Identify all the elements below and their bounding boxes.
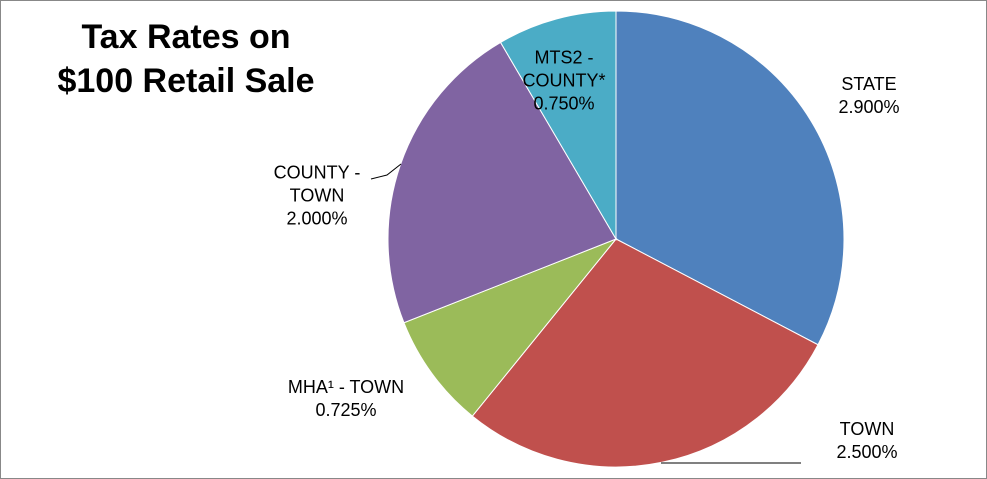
category-label: MTS2 - COUNTY* [522,47,606,91]
value-label: 2.000% [286,208,348,229]
slice-label: STATE 2.900% [814,73,924,119]
slice-label: MHA¹ - TOWN 0.725% [271,376,421,422]
value-label: 2.500% [836,442,898,462]
chart-title: Tax Rates on $100 Retail Sale [57,18,315,100]
slice-label: MTS2 - COUNTY* 0.750% [509,47,619,116]
slice-label: TOWN 2.500% [812,418,922,464]
leader-line [370,163,402,180]
pie-slice [615,10,845,346]
value-label: 0.750% [533,93,595,114]
pie-slice [403,237,618,417]
value-label: 2.900% [838,97,900,117]
category-label: COUNTY - TOWN [273,162,361,206]
category-label: TOWN [839,419,895,439]
value-label: 0.725% [315,400,377,420]
category-label: MHA¹ - TOWN [287,377,405,397]
slice-label: COUNTY - TOWN 2.000% [257,162,377,231]
slices [387,10,845,468]
pie-slice [499,10,617,241]
pie-slice [471,238,819,468]
category-label: STATE [841,74,897,94]
